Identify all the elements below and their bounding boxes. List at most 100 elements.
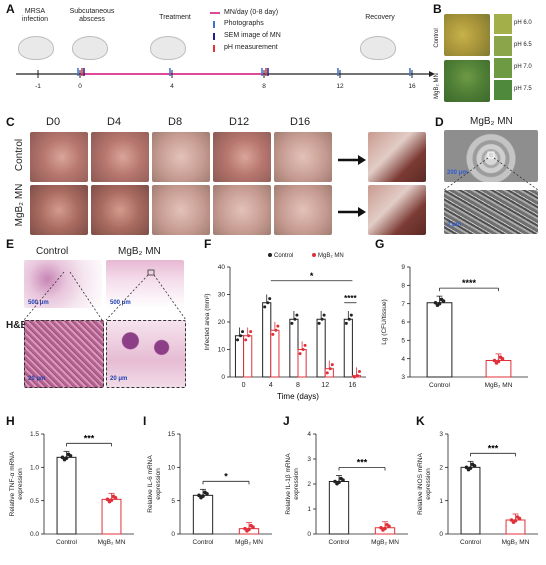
he-scale-control-small: 20 μm <box>28 376 46 382</box>
photo-mn-d12 <box>213 185 271 235</box>
chart-inos: Relative iNOS mRNAexpression 0 1 2 3 Control M… <box>417 431 538 546</box>
ph-swatch-label: pH 7.0 <box>514 64 532 70</box>
timeline-tick-label: 8 <box>262 83 266 90</box>
data-point <box>268 297 272 301</box>
y-tick-label: 20 <box>218 319 226 326</box>
y-tick-label: 8 <box>401 283 405 290</box>
y-tick-label: 1 <box>307 506 311 513</box>
y-tick-label: 15 <box>168 431 176 438</box>
legend-label: MgB₂ MN <box>318 253 344 259</box>
y-axis-label-line: Relative IL-6 mRNA <box>147 455 154 513</box>
data-point <box>515 515 520 519</box>
c-day-labels: D0 D4 D8 D12 D16 <box>30 116 360 130</box>
y-tick-label: 2 <box>439 465 443 472</box>
bar <box>234 335 245 378</box>
y-tick-label: 0.5 <box>30 498 39 505</box>
y-tick-label: 1.0 <box>30 465 39 472</box>
y-axis-label: Relative IL-6 mRNAexpression <box>147 455 162 513</box>
data-point <box>344 321 348 325</box>
timeline-tick-label: 12 <box>336 83 344 90</box>
y-tick-label: 4 <box>401 356 405 363</box>
data-point <box>325 371 329 375</box>
data-point <box>494 361 499 365</box>
data-point <box>339 476 343 481</box>
stage-label-abscess: Subcutaneous abscess <box>69 8 115 23</box>
data-point <box>352 375 356 379</box>
photo-mn-d4 <box>91 185 149 235</box>
data-point <box>335 481 339 486</box>
data-point <box>466 467 471 472</box>
y-axis-label-line: expression <box>155 468 162 500</box>
photo-control-dissected <box>368 132 426 182</box>
panel-label-i: I <box>143 414 147 428</box>
photo-control-d16 <box>274 132 332 182</box>
y-axis-label-line: expression <box>293 468 300 500</box>
x-axis-label: Time (days) <box>277 392 319 401</box>
y-tick-label: 0 <box>307 531 311 538</box>
sem-scale-bottom: 2 μm <box>447 222 462 228</box>
y-tick-label: 1.5 <box>30 431 39 438</box>
timeline-axis: -1 0 4 8 12 16 <box>16 68 435 90</box>
timeline-tick-label: 4 <box>170 83 174 90</box>
y-tick-label: 30 <box>218 292 226 299</box>
panel-label-c: C <box>6 115 15 129</box>
ph-swatch-label: pH 7.5 <box>514 86 532 92</box>
x-tick-label: 0 <box>242 382 246 389</box>
data-point <box>320 317 324 321</box>
b-row-label-mn: MgB₂ MN <box>434 73 440 99</box>
y-axis-label-line: Relative iNOS mRNA <box>417 452 424 514</box>
photo-mn-dissected <box>368 185 426 235</box>
panel-label-d: D <box>435 115 444 129</box>
significance-label: *** <box>357 458 368 468</box>
panel-label-h: H <box>6 414 15 428</box>
c-day-label: D16 <box>290 116 311 128</box>
sem-image-top <box>444 130 538 182</box>
ph-swatch <box>494 80 512 100</box>
photo-mn-d8 <box>152 185 210 235</box>
significance-label: * <box>224 471 228 481</box>
legend-text-photos: Photographs <box>224 20 264 27</box>
x-tick-label: 16 <box>349 382 357 389</box>
ph-swatch-label: pH 6.0 <box>514 20 532 26</box>
e-col-label-control: Control <box>36 246 69 257</box>
panel-label-g: G <box>375 237 385 251</box>
data-point <box>241 330 245 334</box>
data-point <box>328 367 332 371</box>
legend-text-mn: MN/day (0-8 day) <box>224 9 279 16</box>
he-scale-mn-large: 500 μm <box>110 300 131 306</box>
data-point <box>199 495 203 500</box>
y-axis-label-line: expression <box>425 468 432 500</box>
data-point <box>301 348 305 351</box>
sem-zoom-lines <box>444 151 538 191</box>
data-point <box>236 338 240 342</box>
timeline-legend <box>210 12 220 52</box>
chart-il1b: Relative IL-1β mRNAexpression 0 1 2 3 4 Contro… <box>285 431 408 546</box>
y-tick-label: 9 <box>401 264 405 271</box>
x-tick-label: MgB₂ MN <box>502 539 530 546</box>
mouse-illustration-2 <box>72 36 108 60</box>
d-title: MgB₂ MN <box>470 116 513 127</box>
he-control-zoom <box>24 320 104 388</box>
y-tick-label: 0 <box>221 374 225 381</box>
timeline-arrowhead <box>429 71 435 77</box>
y-axis-label-line: Relative IL-1β mRNA <box>285 453 292 515</box>
b-row-label-control: Control <box>434 28 440 48</box>
data-point <box>470 462 475 467</box>
panel-label-b: B <box>433 2 442 16</box>
y-tick-label: 0 <box>171 531 175 538</box>
stage-label-treatment: Treatment <box>159 14 191 21</box>
y-tick-label: 2 <box>307 481 311 488</box>
significance-label: * <box>310 271 314 281</box>
y-tick-label: 4 <box>307 431 311 438</box>
data-point <box>357 370 361 373</box>
ph-swatch-label: pH 6.5 <box>514 42 532 48</box>
data-point <box>66 452 71 457</box>
y-tick-label: 5 <box>171 498 175 505</box>
chart-tnf: Relative TNF-α mRNAexpression 0.0 0.5 1.0 1.… <box>9 431 134 546</box>
stage-label-recovery: Recovery <box>365 14 395 21</box>
data-point <box>107 499 112 504</box>
he-zoom-lines <box>24 269 186 321</box>
ph-strip-mn <box>444 60 490 102</box>
data-point <box>245 529 249 533</box>
bar <box>289 318 299 378</box>
